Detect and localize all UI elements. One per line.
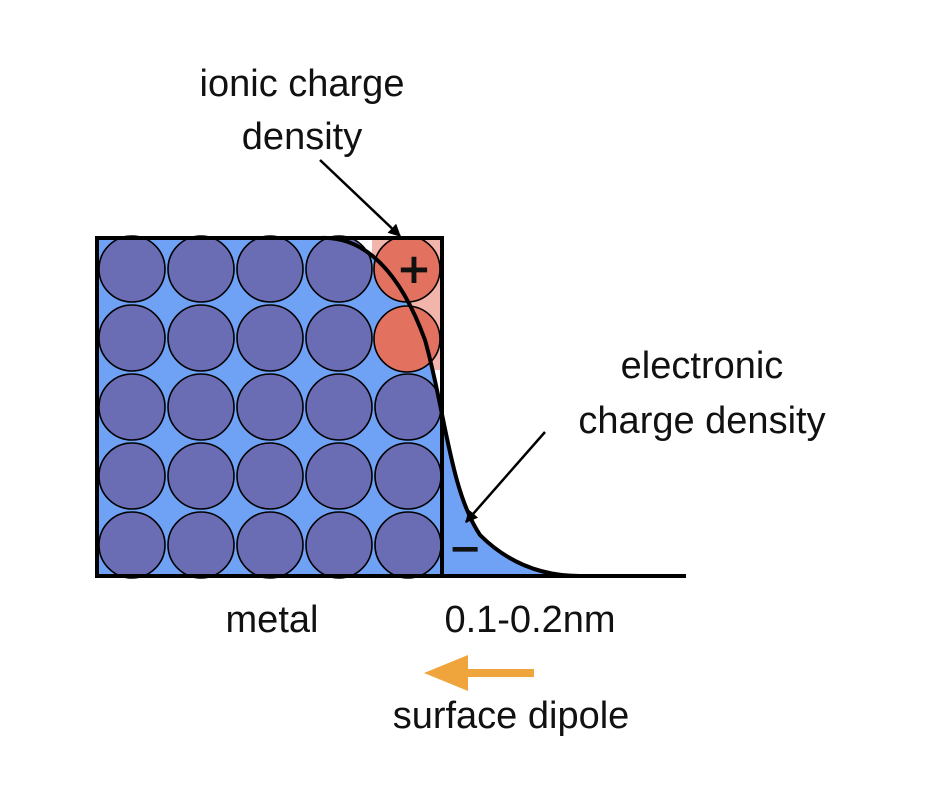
- metal-atom: [236, 304, 304, 372]
- metal-atom: [236, 511, 304, 579]
- minus-sign: −: [448, 526, 482, 572]
- ionic-label-line2: density: [242, 116, 362, 158]
- metal-atom: [98, 373, 166, 441]
- electronic-pointer-arrow: [465, 431, 546, 523]
- metal-atom: [98, 235, 166, 303]
- metal-atom: [374, 373, 442, 441]
- metal-atom: [98, 304, 166, 372]
- metal-atom: [236, 235, 304, 303]
- electron-density-curve: [319, 235, 581, 578]
- dipole-label: surface dipole: [393, 695, 630, 737]
- ionic-pointer-arrow: [319, 159, 401, 237]
- metal-label: metal: [226, 599, 319, 641]
- metal-atom: [305, 442, 373, 510]
- metal-atom: [374, 442, 442, 510]
- metal-atom: [167, 304, 235, 372]
- metal-atom: [98, 511, 166, 579]
- metal-atom: [236, 373, 304, 441]
- metal-atom: [305, 235, 373, 303]
- metal-atom: [305, 373, 373, 441]
- electronic-label-line2: charge density: [578, 400, 825, 442]
- metal-atom: [98, 442, 166, 510]
- metal-atom: [305, 511, 373, 579]
- metal-atom: [167, 373, 235, 441]
- atom-lattice: [98, 235, 442, 579]
- metal-atom: [167, 442, 235, 510]
- metal-atom: [236, 442, 304, 510]
- ionic-label-line1: ionic charge: [200, 63, 405, 105]
- distance-label: 0.1-0.2nm: [444, 599, 615, 641]
- metal-atom: [167, 511, 235, 579]
- metal-atom: [305, 304, 373, 372]
- plus-sign: +: [396, 244, 431, 293]
- electronic-label-line1: electronic: [621, 345, 784, 387]
- dipole-arrow: [424, 655, 534, 691]
- metal-atom: [167, 235, 235, 303]
- metal-atom: [374, 511, 442, 579]
